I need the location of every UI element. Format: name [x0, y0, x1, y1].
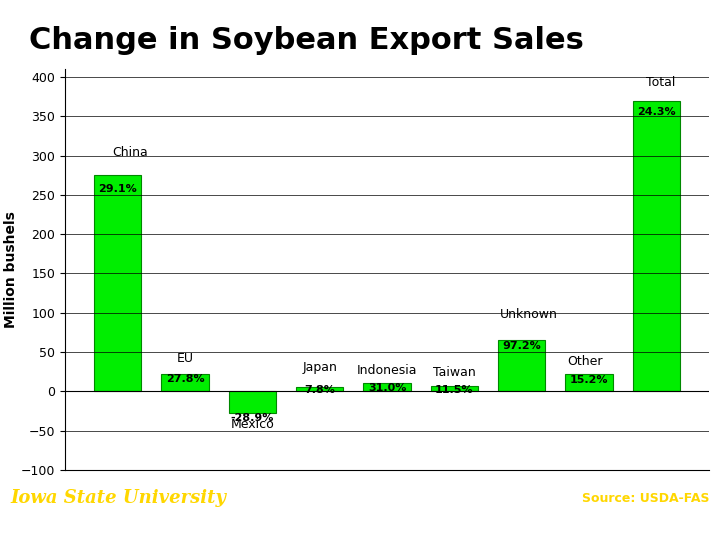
- Text: 11.5%: 11.5%: [435, 384, 474, 395]
- Text: Mexico: Mexico: [230, 417, 274, 430]
- Text: Source: USDA-FAS: Source: USDA-FAS: [582, 491, 709, 504]
- Text: 31.0%: 31.0%: [368, 383, 406, 393]
- Bar: [565, 374, 613, 392]
- Bar: [94, 175, 141, 392]
- Text: EU: EU: [176, 352, 194, 365]
- Text: Extension and Outreach/Department of Economics: Extension and Outreach/Department of Eco…: [11, 523, 276, 532]
- Text: 27.8%: 27.8%: [166, 374, 204, 384]
- Text: Taiwan: Taiwan: [433, 366, 476, 379]
- Text: Unknown: Unknown: [500, 307, 558, 321]
- Text: China: China: [112, 146, 148, 159]
- Text: Change in Soybean Export Sales: Change in Soybean Export Sales: [29, 26, 584, 55]
- Bar: [161, 374, 209, 392]
- Bar: [498, 340, 545, 392]
- Text: 24.3%: 24.3%: [637, 106, 675, 117]
- Bar: [431, 386, 478, 392]
- Text: -28.9%: -28.9%: [230, 413, 274, 423]
- Text: Indonesia: Indonesia: [356, 364, 418, 377]
- Text: Iowa State University: Iowa State University: [11, 489, 227, 507]
- Text: Ag Decision Maker: Ag Decision Maker: [547, 524, 709, 538]
- Text: 29.1%: 29.1%: [99, 184, 137, 193]
- Bar: [229, 392, 276, 413]
- Text: 97.2%: 97.2%: [503, 341, 541, 352]
- Text: 15.2%: 15.2%: [570, 375, 608, 385]
- Text: Other: Other: [567, 355, 603, 368]
- Y-axis label: Million bushels: Million bushels: [4, 211, 18, 328]
- Bar: [633, 100, 680, 391]
- Bar: [364, 383, 410, 392]
- Text: 7.8%: 7.8%: [305, 384, 335, 395]
- Text: Total: Total: [646, 76, 675, 89]
- Bar: [296, 387, 343, 392]
- Text: Japan: Japan: [302, 361, 337, 374]
